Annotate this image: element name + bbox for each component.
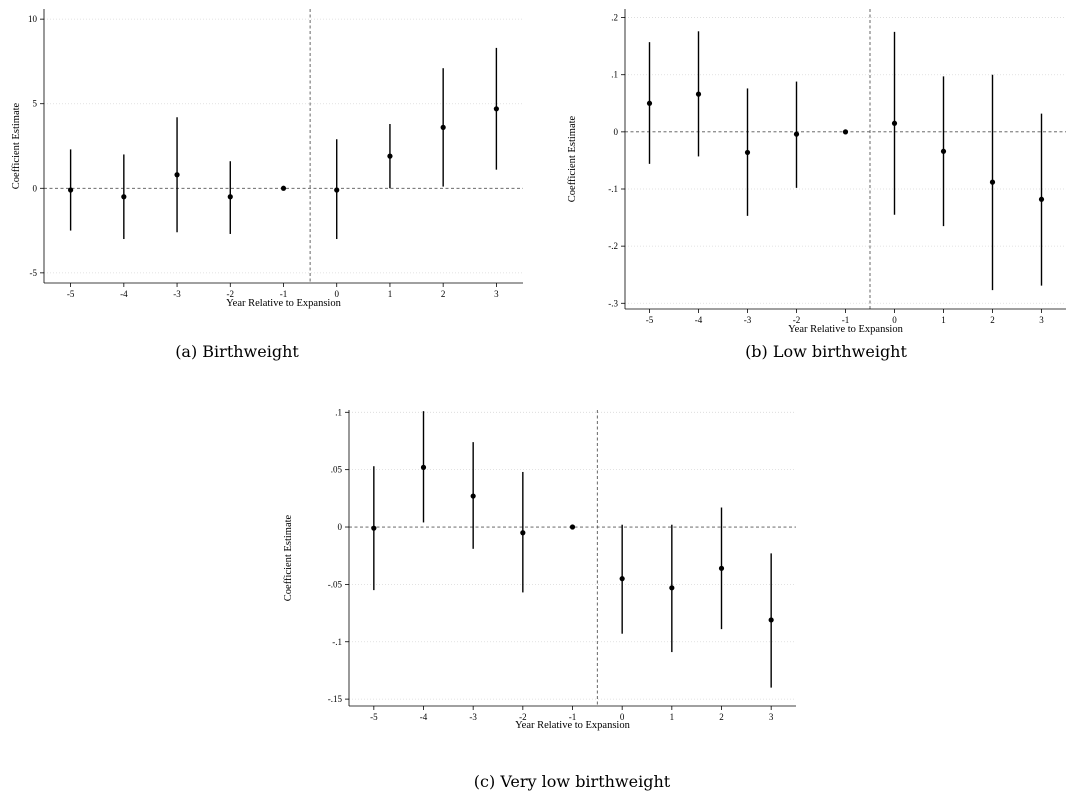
chart-2-x-tick-label: 1 bbox=[670, 712, 675, 722]
chart-1-x-tick-label: 3 bbox=[1039, 315, 1044, 325]
chart-1-caption: (b) Low birthweight bbox=[745, 342, 907, 361]
chart-0-x-tick-label: 3 bbox=[494, 289, 499, 299]
chart-0-point-estimate bbox=[121, 194, 127, 200]
chart-1-y-tick-label: 0 bbox=[614, 127, 619, 137]
chart-1-point-estimate bbox=[695, 91, 702, 97]
chart-2-point-estimate bbox=[371, 525, 377, 531]
chart-0-x-tick-label: 1 bbox=[388, 289, 393, 299]
chart-1-y-tick-label: .2 bbox=[611, 13, 618, 23]
chart-1-point-estimate bbox=[744, 149, 751, 156]
chart-2-y-tick-label: -.1 bbox=[332, 637, 342, 647]
chart-2-y-axis-title: Coefficient Estimate bbox=[283, 514, 294, 601]
chart-2-point-estimate bbox=[520, 530, 526, 536]
chart-1-point-estimate bbox=[940, 148, 947, 154]
chart-1-y-tick-label: -.2 bbox=[608, 241, 618, 251]
chart-0-x-tick-label: -3 bbox=[173, 289, 181, 299]
chart-1-x-tick-label: 2 bbox=[990, 315, 995, 325]
chart-2-point-estimate bbox=[420, 464, 427, 470]
chart-1-point-estimate bbox=[842, 129, 849, 135]
chart-0-y-tick-label: 5 bbox=[33, 99, 38, 109]
chart-2-point-estimate bbox=[718, 565, 725, 571]
chart-2-panel: -.15 -.1 -.05 0 .05 .1 -5 -4 -3 -2 -1 0 1 2 3 Year Rela… bbox=[283, 407, 796, 791]
chart-2-y-tick-label: 0 bbox=[338, 522, 343, 532]
chart-0-point-estimate bbox=[174, 172, 180, 178]
chart-0-point-estimate bbox=[387, 153, 393, 159]
chart-2-y-tick-label: .1 bbox=[335, 407, 342, 417]
chart-2-point-estimate bbox=[470, 493, 476, 499]
chart-0-x-tick-label: 0 bbox=[334, 289, 339, 299]
chart-2-x-tick-label: -1 bbox=[569, 712, 577, 722]
chart-2-x-tick-label: 0 bbox=[620, 712, 625, 722]
chart-0-point-estimate bbox=[334, 187, 340, 193]
chart-2-x-tick-label: -3 bbox=[469, 712, 477, 722]
chart-1-point-estimate bbox=[793, 131, 800, 137]
chart-0-y-tick-label: -5 bbox=[30, 268, 38, 278]
chart-0-x-tick-label: -2 bbox=[227, 289, 235, 299]
chart-0-x-axis-title: Year Relative to Expansion bbox=[226, 298, 341, 309]
chart-2-x-tick-label: -4 bbox=[420, 712, 428, 722]
chart-1-y-axis-title: Coefficient Estimate bbox=[567, 115, 578, 202]
chart-1-y-tick-label: -.3 bbox=[608, 298, 618, 308]
chart-1-x-tick-label: 0 bbox=[892, 315, 897, 325]
chart-2-x-axis-title: Year Relative to Expansion bbox=[515, 720, 630, 731]
chart-1-x-axis-title: Year Relative to Expansion bbox=[788, 324, 903, 335]
chart-0-point-estimate bbox=[493, 106, 499, 112]
chart-1-point-estimate bbox=[989, 179, 996, 185]
chart-2-point-estimate bbox=[768, 617, 774, 623]
chart-2-y-tick-label: .05 bbox=[331, 465, 343, 475]
chart-0-x-tick-label: -1 bbox=[280, 289, 288, 299]
chart-0-y-axis-title: Coefficient Estimate bbox=[11, 102, 22, 189]
chart-0-point-estimate bbox=[280, 185, 287, 191]
chart-1-x-tick-label: -5 bbox=[646, 315, 654, 325]
chart-1-point-estimate bbox=[891, 120, 898, 126]
chart-0-caption: (a) Birthweight bbox=[175, 342, 299, 361]
chart-2-y-tick-label: -.15 bbox=[328, 694, 343, 704]
chart-1-panel: -.3 -.2 -.1 0 .1 .2 -5 -4 -3 -2 -1 0 1 2 3 Year Relativ… bbox=[567, 9, 1066, 361]
chart-1-x-tick-label: -2 bbox=[793, 315, 801, 325]
chart-0-x-tick-label: -4 bbox=[120, 289, 128, 299]
chart-1-y-tick-label: -.1 bbox=[608, 184, 618, 194]
chart-1-x-tick-label: 1 bbox=[941, 315, 946, 325]
chart-0-panel: -5 0 5 10 -5 -4 -3 -2 -1 0 1 2 3 Year Relative to Exp… bbox=[11, 9, 523, 361]
chart-2-point-estimate bbox=[569, 524, 576, 530]
chart-0-x-tick-label: 2 bbox=[441, 289, 446, 299]
chart-1-point-estimate bbox=[1038, 196, 1045, 202]
chart-1-x-tick-label: -1 bbox=[842, 315, 850, 325]
chart-2-y-tick-label: -.05 bbox=[328, 579, 343, 589]
chart-1-y-tick-label: .1 bbox=[611, 70, 618, 80]
chart-1-point-estimate bbox=[646, 100, 653, 106]
chart-1-x-tick-label: -4 bbox=[695, 315, 703, 325]
chart-0-y-tick-label: 0 bbox=[33, 183, 38, 193]
chart-0-point-estimate bbox=[440, 124, 446, 130]
chart-2-x-tick-label: 2 bbox=[719, 712, 724, 722]
chart-2-point-estimate bbox=[669, 585, 675, 591]
chart-0-point-estimate bbox=[68, 187, 74, 193]
chart-0-x-tick-label: -5 bbox=[67, 289, 75, 299]
chart-2-x-tick-label: -2 bbox=[519, 712, 527, 722]
chart-2-point-estimate bbox=[619, 576, 625, 582]
chart-1-x-tick-label: -3 bbox=[744, 315, 752, 325]
chart-2-x-tick-label: -5 bbox=[370, 712, 378, 722]
chart-2-x-tick-label: 3 bbox=[769, 712, 774, 722]
chart-0-point-estimate bbox=[227, 194, 233, 200]
chart-2-caption: (c) Very low birthweight bbox=[474, 772, 671, 791]
chart-0-y-tick-label: 10 bbox=[28, 14, 38, 24]
